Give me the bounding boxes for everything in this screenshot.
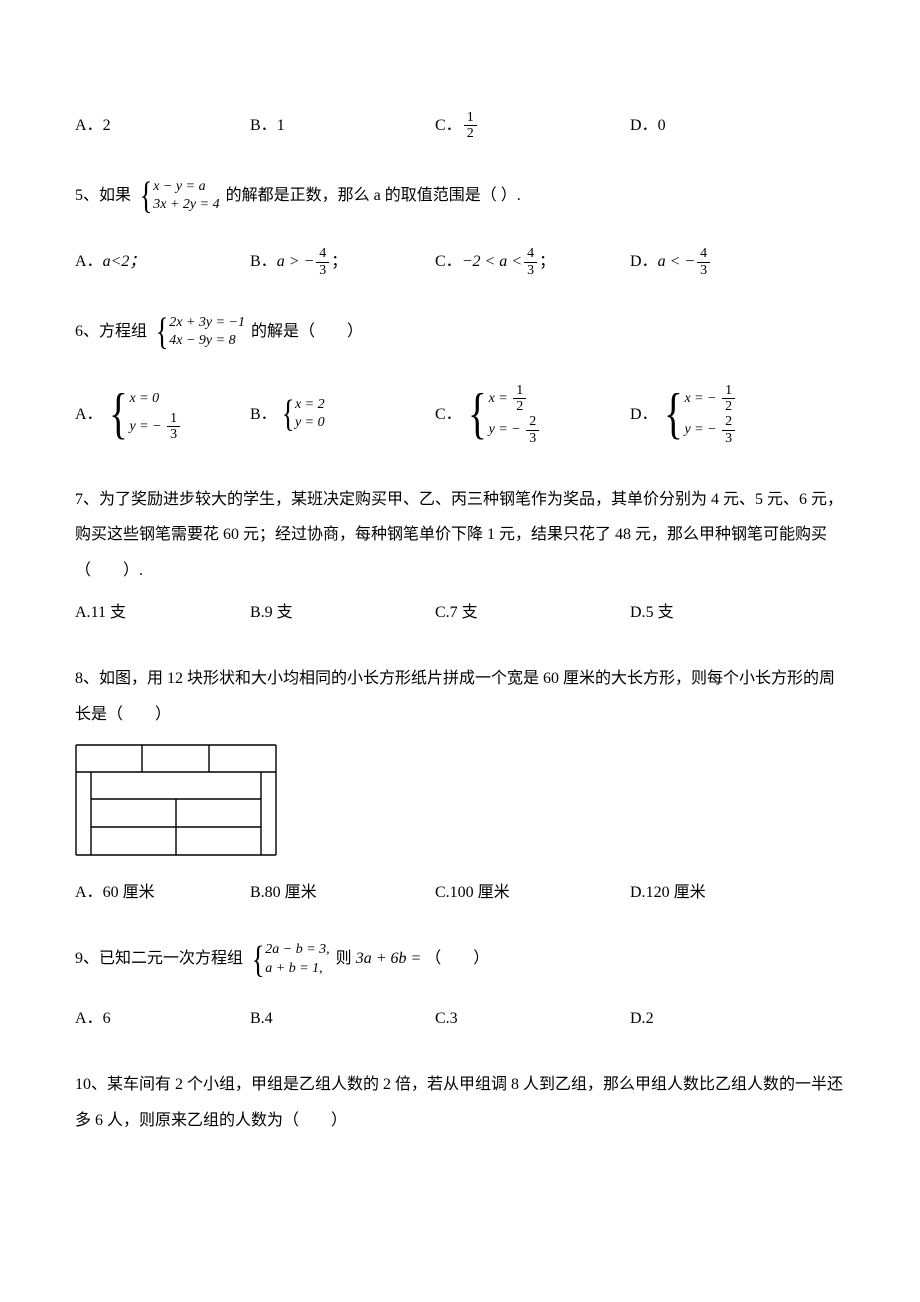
- opt-text: 120 厘米: [646, 880, 706, 906]
- opt-label: D．: [630, 402, 658, 428]
- opt-text: 11 支: [91, 600, 126, 626]
- q5-options: A． a<2； B． a > − 4 3 ； C． −2 < a < 4 3 ；…: [75, 246, 845, 278]
- equation-system: { x = 2 y = 0: [279, 396, 325, 432]
- q7-options: A. 11 支 B. 9 支 C. 7 支 D. 5 支: [75, 600, 845, 626]
- opt-label: B.: [250, 600, 265, 626]
- opt-label: D．: [630, 249, 658, 275]
- q6-stem: 6、方程组 { 2x + 3y = −1 4x − 9y = 8 的解是（ ）: [75, 314, 845, 351]
- opt-text: 5 支: [646, 600, 674, 626]
- opt-text: 4: [265, 1006, 273, 1032]
- opt-text: 100 厘米: [450, 880, 510, 906]
- opt-label: A．: [75, 402, 103, 428]
- equation-system: { x − y = a 3x + 2y = 4: [137, 178, 220, 214]
- q7-opt-a: A. 11 支: [75, 600, 250, 626]
- q6-opt-c: C． { x = 1 2 y = − 2 3: [435, 383, 630, 447]
- opt-text: 2: [103, 113, 111, 139]
- rectangle-tiling-svg: [75, 744, 277, 856]
- q4-opt-d: D． 0: [630, 110, 790, 142]
- q4-opt-a: A． 2: [75, 110, 250, 142]
- exam-page: A． 2 B． 1 C． 1 2 D． 0 5、如果 { x − y = a 3…: [0, 0, 920, 1230]
- opt-label: B．: [250, 402, 277, 428]
- opt-label: D.: [630, 880, 646, 906]
- opt-text: 2: [646, 1006, 654, 1032]
- opt-label: A．: [75, 113, 103, 139]
- opt-label: C.: [435, 1006, 450, 1032]
- q8-opt-b: B. 80 厘米: [250, 880, 435, 906]
- q9-stem: 9、已知二元一次方程组 { 2a − b = 3, a + b = 1, 则 3…: [75, 941, 845, 978]
- q7-opt-d: D. 5 支: [630, 600, 790, 626]
- opt-label: B.: [250, 880, 265, 906]
- equation-system: { x = 1 2 y = − 2 3: [464, 383, 542, 447]
- q8-opt-d: D. 120 厘米: [630, 880, 790, 906]
- q7-opt-c: C. 7 支: [435, 600, 630, 626]
- q6-options: A． { x = 0 y = − 1 3 B． {: [75, 383, 845, 447]
- opt-text: 3: [450, 1006, 458, 1032]
- equation-system: { 2a − b = 3, a + b = 1,: [249, 941, 330, 977]
- q9-options: A． 6 B. 4 C. 3 D. 2: [75, 1006, 845, 1032]
- q7-stem: 7、为了奖励进步较大的学生，某班决定购买甲、乙、丙三种钢笔作为奖品，其单价分别为…: [75, 482, 845, 588]
- opt-text: 9 支: [265, 600, 293, 626]
- fraction: 1 2: [722, 383, 735, 415]
- opt-label: C．: [435, 402, 462, 428]
- q8-options: A． 60 厘米 B. 80 厘米 C. 100 厘米 D. 120 厘米: [75, 880, 845, 906]
- opt-label: C.: [435, 600, 450, 626]
- q4-opt-b: B． 1: [250, 110, 435, 142]
- equation-system: { x = − 1 2 y = − 2 3: [660, 383, 738, 447]
- opt-text: 0: [658, 113, 666, 139]
- opt-text: 7 支: [450, 600, 478, 626]
- q8-opt-c: C. 100 厘米: [435, 880, 630, 906]
- opt-text: 60 厘米: [103, 880, 155, 906]
- opt-label: A．: [75, 880, 103, 906]
- q8-diagram: [75, 744, 845, 856]
- q5-opt-c: C． −2 < a < 4 3 ；: [435, 246, 630, 278]
- q5-opt-d: D． a < − 4 3: [630, 246, 790, 278]
- fraction: 1 2: [513, 383, 526, 415]
- q6-opt-b: B． { x = 2 y = 0: [250, 383, 435, 447]
- fraction: 1 3: [167, 411, 180, 443]
- q7-opt-b: B. 9 支: [250, 600, 435, 626]
- equation-system: { x = 0 y = − 1 3: [105, 386, 183, 443]
- q9-opt-b: B. 4: [250, 1006, 435, 1032]
- opt-text: 1: [277, 113, 285, 139]
- opt-label: B．: [250, 113, 277, 139]
- opt-label: A．: [75, 1006, 103, 1032]
- opt-label: C．: [435, 113, 462, 139]
- opt-text: 6: [103, 1006, 111, 1032]
- q6-opt-d: D． { x = − 1 2 y = − 2 3: [630, 383, 790, 447]
- equation-system: { 2x + 3y = −1 4x − 9y = 8: [153, 314, 245, 350]
- q6-opt-a: A． { x = 0 y = − 1 3: [75, 383, 250, 447]
- opt-text: a<2；: [103, 249, 146, 275]
- fraction: 2 3: [526, 414, 539, 446]
- opt-text: 80 厘米: [265, 880, 317, 906]
- q5-opt-a: A． a<2；: [75, 246, 250, 278]
- opt-label: D.: [630, 600, 646, 626]
- opt-label: A．: [75, 249, 103, 275]
- q8-stem: 8、如图，用 12 块形状和大小均相同的小长方形纸片拼成一个宽是 60 厘米的大…: [75, 661, 845, 731]
- fraction: 4 3: [697, 246, 710, 278]
- fraction: 1 2: [464, 110, 477, 142]
- q8-opt-a: A． 60 厘米: [75, 880, 250, 906]
- opt-label: B．: [250, 249, 277, 275]
- opt-label: D.: [630, 1006, 646, 1032]
- fraction: 4 3: [316, 246, 329, 278]
- opt-label: C．: [435, 249, 462, 275]
- fraction: 2 3: [722, 414, 735, 446]
- q9-opt-a: A． 6: [75, 1006, 250, 1032]
- q9-opt-d: D. 2: [630, 1006, 790, 1032]
- opt-label: B.: [250, 1006, 265, 1032]
- q10-stem: 10、某车间有 2 个小组，甲组是乙组人数的 2 倍，若从甲组调 8 人到乙组，…: [75, 1067, 845, 1137]
- opt-label: D．: [630, 113, 658, 139]
- q5-stem: 5、如果 { x − y = a 3x + 2y = 4 的解都是正数，那么 a…: [75, 178, 845, 215]
- q4-options: A． 2 B． 1 C． 1 2 D． 0: [75, 110, 845, 142]
- q5-opt-b: B． a > − 4 3 ；: [250, 246, 435, 278]
- opt-label: C.: [435, 880, 450, 906]
- q4-opt-c: C． 1 2: [435, 110, 630, 142]
- fraction: 4 3: [524, 246, 537, 278]
- q9-opt-c: C. 3: [435, 1006, 630, 1032]
- opt-label: A.: [75, 600, 91, 626]
